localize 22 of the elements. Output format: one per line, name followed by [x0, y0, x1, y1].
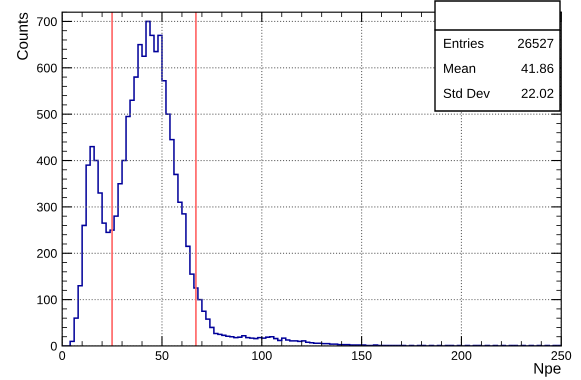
annotation: Std Dev [444, 88, 490, 98]
x-tick-label: 150 [352, 351, 372, 360]
x-tick-label: 50 [156, 351, 168, 360]
x-tick-label: 200 [452, 351, 472, 360]
annotation: 41.86 [521, 64, 554, 74]
y-axis-title: Counts [17, 12, 28, 60]
y-tick-label: 500 [36, 110, 57, 119]
annotation: 22.02 [522, 88, 554, 98]
y-tick-label: 300 [36, 202, 57, 212]
x-tick-label: 0 [59, 351, 66, 360]
x-tick-label: 100 [252, 351, 272, 360]
y-tick-label: 700 [37, 17, 57, 26]
y-tick-label: 100 [37, 295, 57, 304]
annotation: 26527 [518, 38, 554, 48]
y-tick-label: 400 [36, 156, 57, 166]
annotation: Mean [444, 64, 476, 74]
y-tick-label: 200 [37, 249, 57, 258]
y-tick-label: 0 [50, 342, 57, 351]
annotation: Entries [444, 38, 484, 48]
y-tick-label: 600 [37, 64, 57, 72]
x-tick-label: 250 [551, 351, 572, 360]
x-axis-title: Npe [534, 363, 561, 377]
